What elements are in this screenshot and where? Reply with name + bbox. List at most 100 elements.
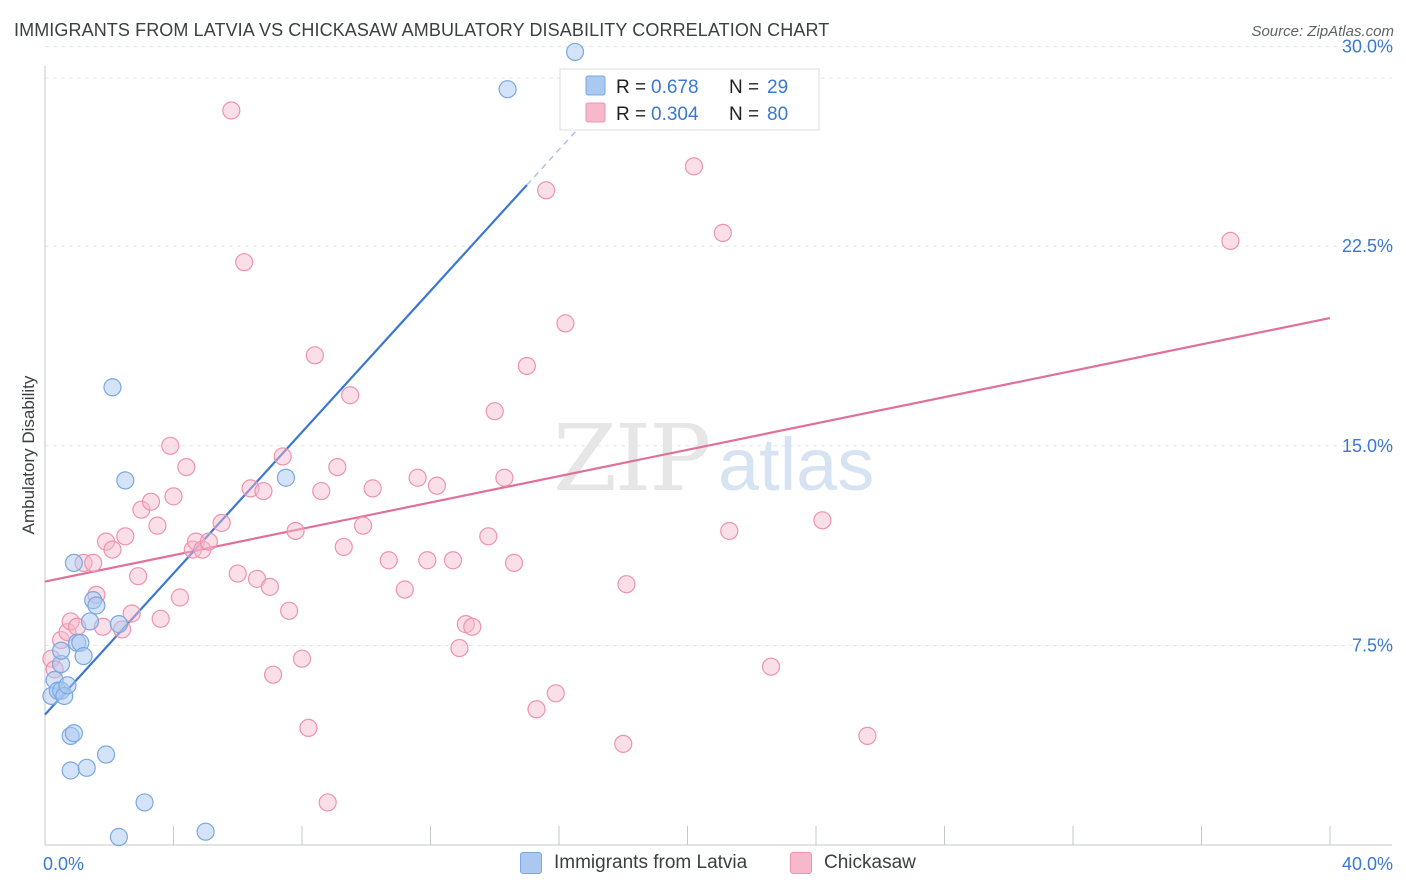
source-label: Source: ZipAtlas.com xyxy=(1251,23,1394,40)
point-latvia xyxy=(103,378,122,397)
point-chickasaw xyxy=(713,223,732,243)
point-chickasaw xyxy=(363,479,382,498)
point-chickasaw xyxy=(1221,231,1240,250)
stats-legend-swatch-latvia xyxy=(585,75,606,96)
legend-label-chickasaw: Chickasaw xyxy=(824,852,916,873)
y-tick-label: 22.5% xyxy=(1342,236,1393,256)
point-chickasaw xyxy=(161,436,180,455)
point-latvia xyxy=(498,80,517,99)
point-chickasaw xyxy=(84,553,103,573)
point-latvia xyxy=(58,676,77,695)
point-chickasaw xyxy=(263,665,283,684)
stats-n-label-latvia: N = xyxy=(729,77,759,98)
point-latvia xyxy=(116,471,135,490)
legend-item-latvia: Immigrants from Latvia xyxy=(520,852,747,874)
watermark: ZIP atlas xyxy=(553,405,874,512)
point-chickasaw xyxy=(235,253,254,272)
point-chickasaw xyxy=(177,457,196,477)
stats-r-label-chickasaw: R = xyxy=(616,104,646,125)
trendline-latvia-extension xyxy=(526,78,624,186)
point-chickasaw xyxy=(479,527,498,546)
point-chickasaw xyxy=(813,511,832,530)
point-chickasaw xyxy=(116,527,135,546)
point-latvia xyxy=(109,615,128,634)
point-chickasaw xyxy=(260,577,279,596)
legend-swatch-latvia xyxy=(520,852,542,874)
y-tick-label: 7.5% xyxy=(1352,635,1393,655)
point-chickasaw xyxy=(684,157,704,176)
point-chickasaw xyxy=(504,553,524,573)
legend-item-chickasaw: Chickasaw xyxy=(790,852,916,874)
y-axis-label: Ambulatory Disability xyxy=(19,375,38,534)
point-latvia xyxy=(276,468,296,487)
point-chickasaw xyxy=(408,468,427,487)
point-chickasaw xyxy=(151,609,170,628)
point-chickasaw xyxy=(495,468,514,487)
point-latvia xyxy=(80,612,100,631)
point-chickasaw xyxy=(858,726,877,745)
x-tick-label-max: 40.0% xyxy=(1342,854,1393,874)
point-chickasaw xyxy=(141,492,161,511)
point-chickasaw xyxy=(485,402,504,421)
axes: 7.5% 15.0% 22.5% 30.0% xyxy=(44,37,1393,846)
point-chickasaw xyxy=(103,540,122,559)
point-chickasaw xyxy=(212,513,231,533)
stats-legend-swatch-chickasaw xyxy=(585,102,606,123)
point-chickasaw xyxy=(556,314,575,333)
point-chickasaw xyxy=(546,684,565,703)
point-chickasaw xyxy=(286,521,305,541)
point-chickasaw xyxy=(527,700,546,719)
point-latvia xyxy=(135,793,154,812)
point-latvia xyxy=(196,822,215,841)
point-chickasaw xyxy=(170,588,190,607)
point-latvia xyxy=(61,761,80,780)
trendline-chickasaw xyxy=(44,316,1331,583)
point-latvia xyxy=(109,827,128,847)
point-latvia xyxy=(77,758,96,777)
point-latvia xyxy=(64,724,84,743)
point-chickasaw xyxy=(450,638,469,658)
stats-n-label-chickasaw: N = xyxy=(729,104,759,125)
point-chickasaw xyxy=(328,457,347,477)
watermark-zip: ZIP xyxy=(553,405,709,512)
point-chickasaw xyxy=(463,617,482,636)
point-chickasaw xyxy=(617,575,636,594)
point-chickasaw xyxy=(443,551,463,570)
point-chickasaw xyxy=(280,601,299,620)
point-chickasaw xyxy=(222,101,241,120)
point-latvia xyxy=(96,745,116,764)
point-chickasaw xyxy=(761,657,781,676)
point-chickasaw xyxy=(427,476,447,495)
point-chickasaw xyxy=(254,481,273,501)
point-chickasaw xyxy=(614,734,633,753)
point-chickasaw xyxy=(199,532,218,551)
stats-legend: R = 0.678 N = 29 R = 0.304 N = 80 xyxy=(559,68,820,131)
point-chickasaw xyxy=(395,580,414,599)
point-chickasaw xyxy=(334,537,353,557)
point-chickasaw xyxy=(517,356,536,376)
point-chickasaw xyxy=(379,551,398,570)
point-chickasaw xyxy=(720,521,739,541)
x-tick-label-min: 0.0% xyxy=(43,854,84,874)
point-chickasaw xyxy=(228,564,247,583)
point-chickasaw xyxy=(341,386,360,405)
point-latvia xyxy=(87,596,106,615)
stats-r-label-latvia: R = xyxy=(616,77,646,98)
trend-lines xyxy=(44,78,1331,716)
point-chickasaw xyxy=(129,567,148,586)
point-latvia xyxy=(74,646,93,666)
point-latvia xyxy=(565,42,585,62)
point-chickasaw xyxy=(537,181,556,200)
point-chickasaw xyxy=(292,649,312,668)
legend-swatch-chickasaw xyxy=(790,852,812,874)
stats-n-value-chickasaw: 80 xyxy=(767,104,788,125)
point-chickasaw xyxy=(353,516,373,535)
stats-r-value-latvia: 0.678 xyxy=(651,77,699,98)
point-chickasaw xyxy=(418,551,437,570)
chart-title: IMMIGRANTS FROM LATVIA VS CHICKASAW AMBU… xyxy=(14,20,830,40)
point-latvia xyxy=(64,553,84,573)
point-latvia xyxy=(51,641,71,660)
point-chickasaw xyxy=(305,346,324,365)
point-chickasaw xyxy=(312,481,331,501)
